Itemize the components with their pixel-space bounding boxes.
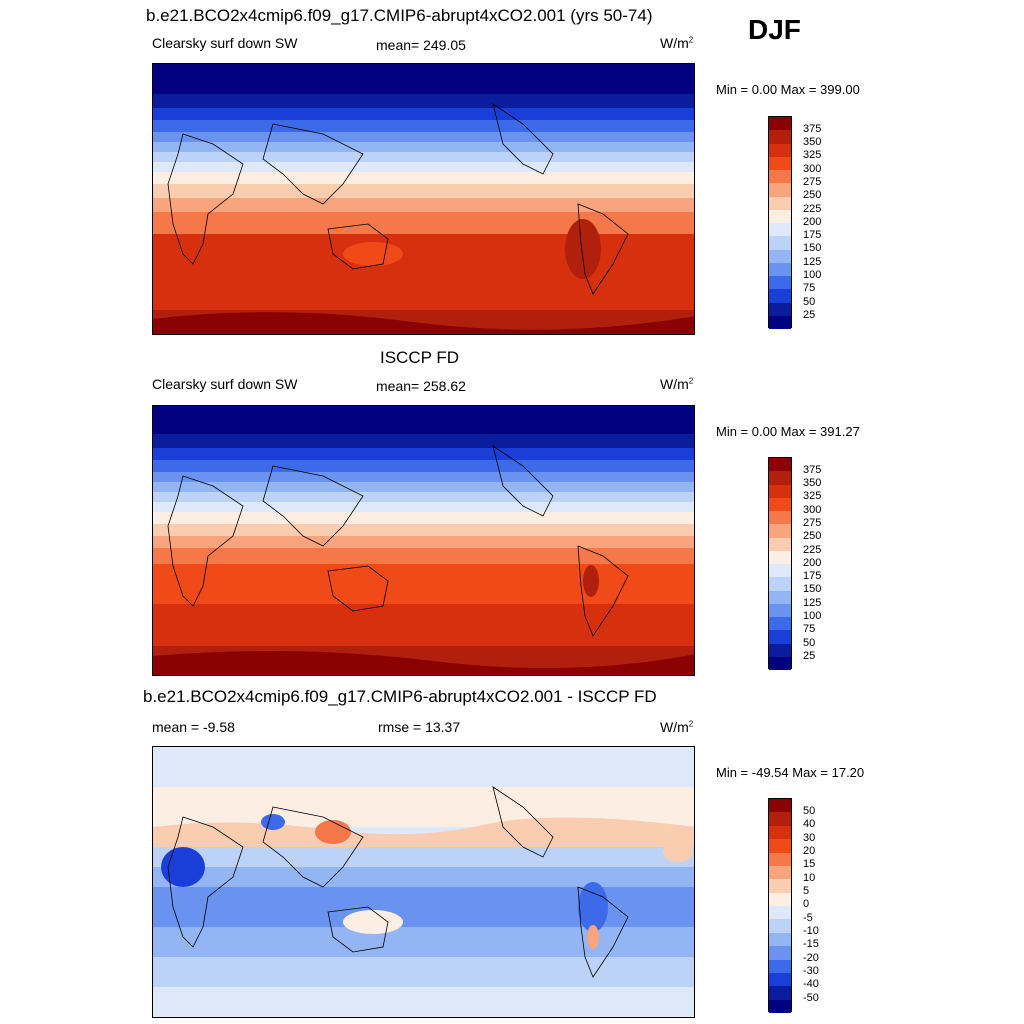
panel-1-colorbar-label: 125 (803, 256, 822, 268)
panel-1-minmax: Min = 0.00 Max = 399.00 (716, 82, 860, 97)
panel-1-colorbar (768, 116, 792, 329)
panel-1-colorbar-label: 150 (803, 242, 822, 254)
panel-3-colorbar-label: -40 (803, 978, 819, 990)
panel-2-colorbar-label: 200 (803, 557, 822, 569)
panel-2-colorbar-label: 125 (803, 597, 822, 609)
panel-3-minmax: Min = -49.54 Max = 17.20 (716, 765, 865, 780)
panel-1-colorbar-label: 325 (803, 149, 822, 161)
panel-3-colorbar-label: 10 (803, 872, 816, 884)
panel-2-units: W/m2 (660, 376, 694, 392)
panel-3-colorbar-label: -10 (803, 925, 819, 937)
panel-2-title: ISCCP FD (380, 348, 460, 367)
panel-3-mean-label: mean = -9.58 (152, 719, 235, 735)
panel-1-colorbar-label: 225 (803, 203, 822, 215)
panel-3-colorbar-label: -20 (803, 952, 819, 964)
panel-2-colorbar-label: 50 (803, 637, 816, 649)
panel-1-colorbar-label: 25 (803, 309, 816, 321)
panel-2-colorbar-label: 300 (803, 504, 822, 516)
panel-3-colorbar-label: 30 (803, 832, 816, 844)
panel-3-colorbar-label: 15 (803, 858, 816, 870)
panel-1-variable-label: Clearsky surf down SW (152, 35, 298, 51)
panel-1-mean-label: mean= 249.05 (376, 37, 466, 53)
panel-3-colorbar-label: -30 (803, 965, 819, 977)
panel-1-colorbar-label: 175 (803, 229, 822, 241)
panel-2-colorbar-label: 100 (803, 610, 822, 622)
panel-1-colorbar-label: 350 (803, 136, 822, 148)
panel-2-colorbar-label: 275 (803, 517, 822, 529)
panel-2-colorbar-label: 175 (803, 570, 822, 582)
panel-1-colorbar-label: 375 (803, 123, 822, 135)
panel-3-colorbar-label: 0 (803, 898, 810, 910)
panel-2-colorbar-label: 375 (803, 464, 822, 476)
panel-1-colorbar-label: 200 (803, 216, 822, 228)
panel-1-colorbar-label: 75 (803, 282, 816, 294)
panel-2-colorbar-label: 250 (803, 530, 822, 542)
panel-2-minmax: Min = 0.00 Max = 391.27 (716, 424, 860, 439)
panel-3-colorbar-label: 50 (803, 805, 816, 817)
panel-1-colorbar-label: 275 (803, 176, 822, 188)
panel-3-title: b.e21.BCO2x4cmip6.f09_g17.CMIP6-abrupt4x… (143, 687, 657, 706)
panel-3-colorbar-label: -15 (803, 938, 819, 950)
panel-3-colorbar-label: -5 (803, 912, 813, 924)
panel-2-variable-label: Clearsky surf down SW (152, 376, 298, 392)
panel-2-colorbar-label: 350 (803, 477, 822, 489)
panel-3-rmse-label: rmse = 13.37 (378, 719, 461, 735)
panel-2-colorbar-label: 150 (803, 583, 822, 595)
panel-2-colorbar (768, 457, 792, 670)
panel-1-colorbar-label: 300 (803, 163, 822, 175)
panel-2-colorbar-label: 25 (803, 650, 816, 662)
panel-3-colorbar-label: -50 (803, 992, 819, 1004)
panel-3-colorbar-label: 40 (803, 818, 816, 830)
panel-3-colorbar (768, 798, 792, 1013)
panel-1-colorbar-label: 50 (803, 296, 816, 308)
panel-1-title: b.e21.BCO2x4cmip6.f09_g17.CMIP6-abrupt4x… (146, 6, 653, 25)
panel-1-units: W/m2 (660, 35, 694, 51)
panel-2-colorbar-label: 325 (803, 490, 822, 502)
panel-2-colorbar-label: 225 (803, 544, 822, 556)
panel-2-colorbar-label: 75 (803, 623, 816, 635)
panel-2-mean-label: mean= 258.62 (376, 378, 466, 394)
panel-1-map (152, 63, 695, 335)
panel-2-map (152, 405, 695, 676)
panel-1-colorbar-label: 250 (803, 189, 822, 201)
panel-3-colorbar-label: 5 (803, 885, 810, 897)
panel-1-colorbar-label: 100 (803, 269, 822, 281)
panel-3-colorbar-label: 20 (803, 845, 816, 857)
panel-3-units: W/m2 (660, 719, 694, 735)
season-label: DJF (748, 14, 801, 45)
panel-3-map (152, 746, 695, 1018)
